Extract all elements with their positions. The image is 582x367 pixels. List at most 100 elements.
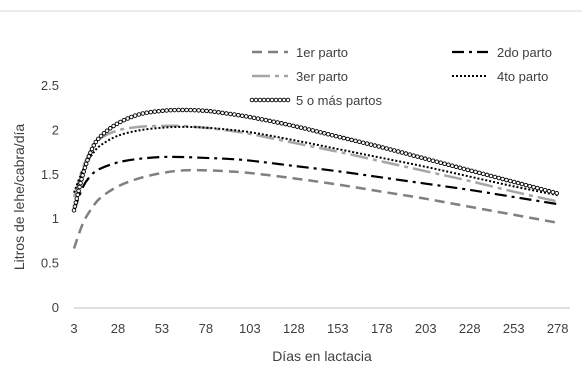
series-marker <box>184 107 189 113</box>
legend-marker <box>277 97 283 103</box>
series-marker <box>98 133 104 139</box>
series-marker <box>101 131 107 136</box>
series-marker <box>118 119 123 125</box>
series-marker <box>392 148 397 153</box>
series-layer <box>71 107 560 249</box>
series-marker <box>419 155 424 160</box>
series-3 <box>72 124 558 203</box>
series-marker <box>132 113 138 118</box>
series-marker <box>129 114 134 120</box>
series-marker <box>527 183 532 189</box>
series-marker <box>422 156 428 161</box>
series-marker <box>89 146 95 152</box>
series-marker <box>318 130 323 135</box>
series-marker <box>88 150 93 155</box>
x-tick-labels: 3 28 53 78 103 128 153 178 203 228 253 278 <box>70 321 568 336</box>
series-marker <box>477 170 482 176</box>
series-marker <box>465 167 471 173</box>
series-marker <box>83 161 89 167</box>
series-marker <box>168 107 173 113</box>
series-marker <box>263 117 269 123</box>
series-line <box>72 155 558 212</box>
series-marker <box>148 109 153 115</box>
series-marker <box>450 163 455 169</box>
series-marker <box>345 136 350 142</box>
series-marker <box>511 179 517 185</box>
series-marker <box>337 134 343 140</box>
series-marker <box>236 112 241 118</box>
legend-marker <box>253 97 259 103</box>
series-marker <box>176 107 181 113</box>
series-marker <box>73 200 79 205</box>
series-marker <box>77 184 82 190</box>
series-marker <box>104 128 110 133</box>
series-marker <box>349 137 354 143</box>
series-marker <box>108 126 113 131</box>
series-marker <box>294 124 300 129</box>
series-marker <box>180 107 185 113</box>
x-tick-label: 278 <box>547 321 569 336</box>
x-tick-label: 153 <box>327 321 349 336</box>
series-marker <box>438 160 443 165</box>
y-axis-title: Litros de lehe/cabra/día <box>11 124 27 271</box>
series-marker <box>364 141 370 146</box>
series-marker <box>220 110 225 116</box>
series-marker <box>519 181 525 187</box>
series-marker <box>488 173 494 179</box>
series-marker <box>232 112 237 117</box>
series-marker <box>542 187 548 193</box>
series-marker <box>523 182 529 188</box>
series-marker <box>251 115 257 121</box>
series-marker <box>314 129 319 134</box>
series-marker <box>247 114 253 120</box>
series-marker <box>457 165 463 171</box>
y-tick-label: 2 <box>52 122 59 137</box>
legend-label: 2do parto <box>497 45 552 60</box>
series-marker <box>473 169 478 175</box>
series-marker <box>243 114 249 119</box>
series-marker <box>388 147 393 152</box>
series-marker <box>114 121 120 127</box>
series-marker <box>341 135 347 141</box>
legend-marker <box>249 97 255 103</box>
x-tick-label: 53 <box>155 321 169 336</box>
series-marker <box>453 164 459 170</box>
series-marker <box>376 144 382 149</box>
series-marker <box>204 108 209 114</box>
series-marker <box>121 117 127 123</box>
series-marker <box>508 178 513 184</box>
series-marker <box>415 154 420 159</box>
y-tick-labels: 0 0.5 1 1.5 2 2.5 <box>41 78 59 315</box>
series-1 <box>72 168 558 249</box>
series-marker <box>380 145 385 150</box>
series-marker <box>212 109 217 115</box>
series-marker <box>442 161 447 166</box>
series-marker <box>554 190 560 196</box>
series-marker <box>200 108 205 113</box>
series-marker <box>164 108 169 113</box>
series-marker <box>78 180 83 186</box>
series-line <box>73 125 558 197</box>
legend: 1er parto 2do parto 3er parto 4to parto 5 o … <box>249 45 552 108</box>
x-tick-label: 103 <box>239 321 261 336</box>
series-marker <box>469 168 474 174</box>
series-marker <box>298 125 304 130</box>
series-marker <box>353 138 358 144</box>
series-marker <box>79 176 84 182</box>
series-marker <box>515 180 521 186</box>
series-marker <box>481 171 486 177</box>
series-marker <box>500 176 505 182</box>
series-marker <box>531 184 536 190</box>
series-marker <box>329 132 335 138</box>
series-marker <box>535 185 540 191</box>
series-5 <box>71 107 560 213</box>
series-marker <box>93 139 99 145</box>
series-marker <box>144 110 149 115</box>
series-marker <box>71 208 77 213</box>
legend-item: 3er parto <box>252 69 348 84</box>
series-marker <box>434 159 440 164</box>
series-line <box>72 168 558 249</box>
series-marker <box>136 112 142 117</box>
series-marker <box>539 186 544 192</box>
